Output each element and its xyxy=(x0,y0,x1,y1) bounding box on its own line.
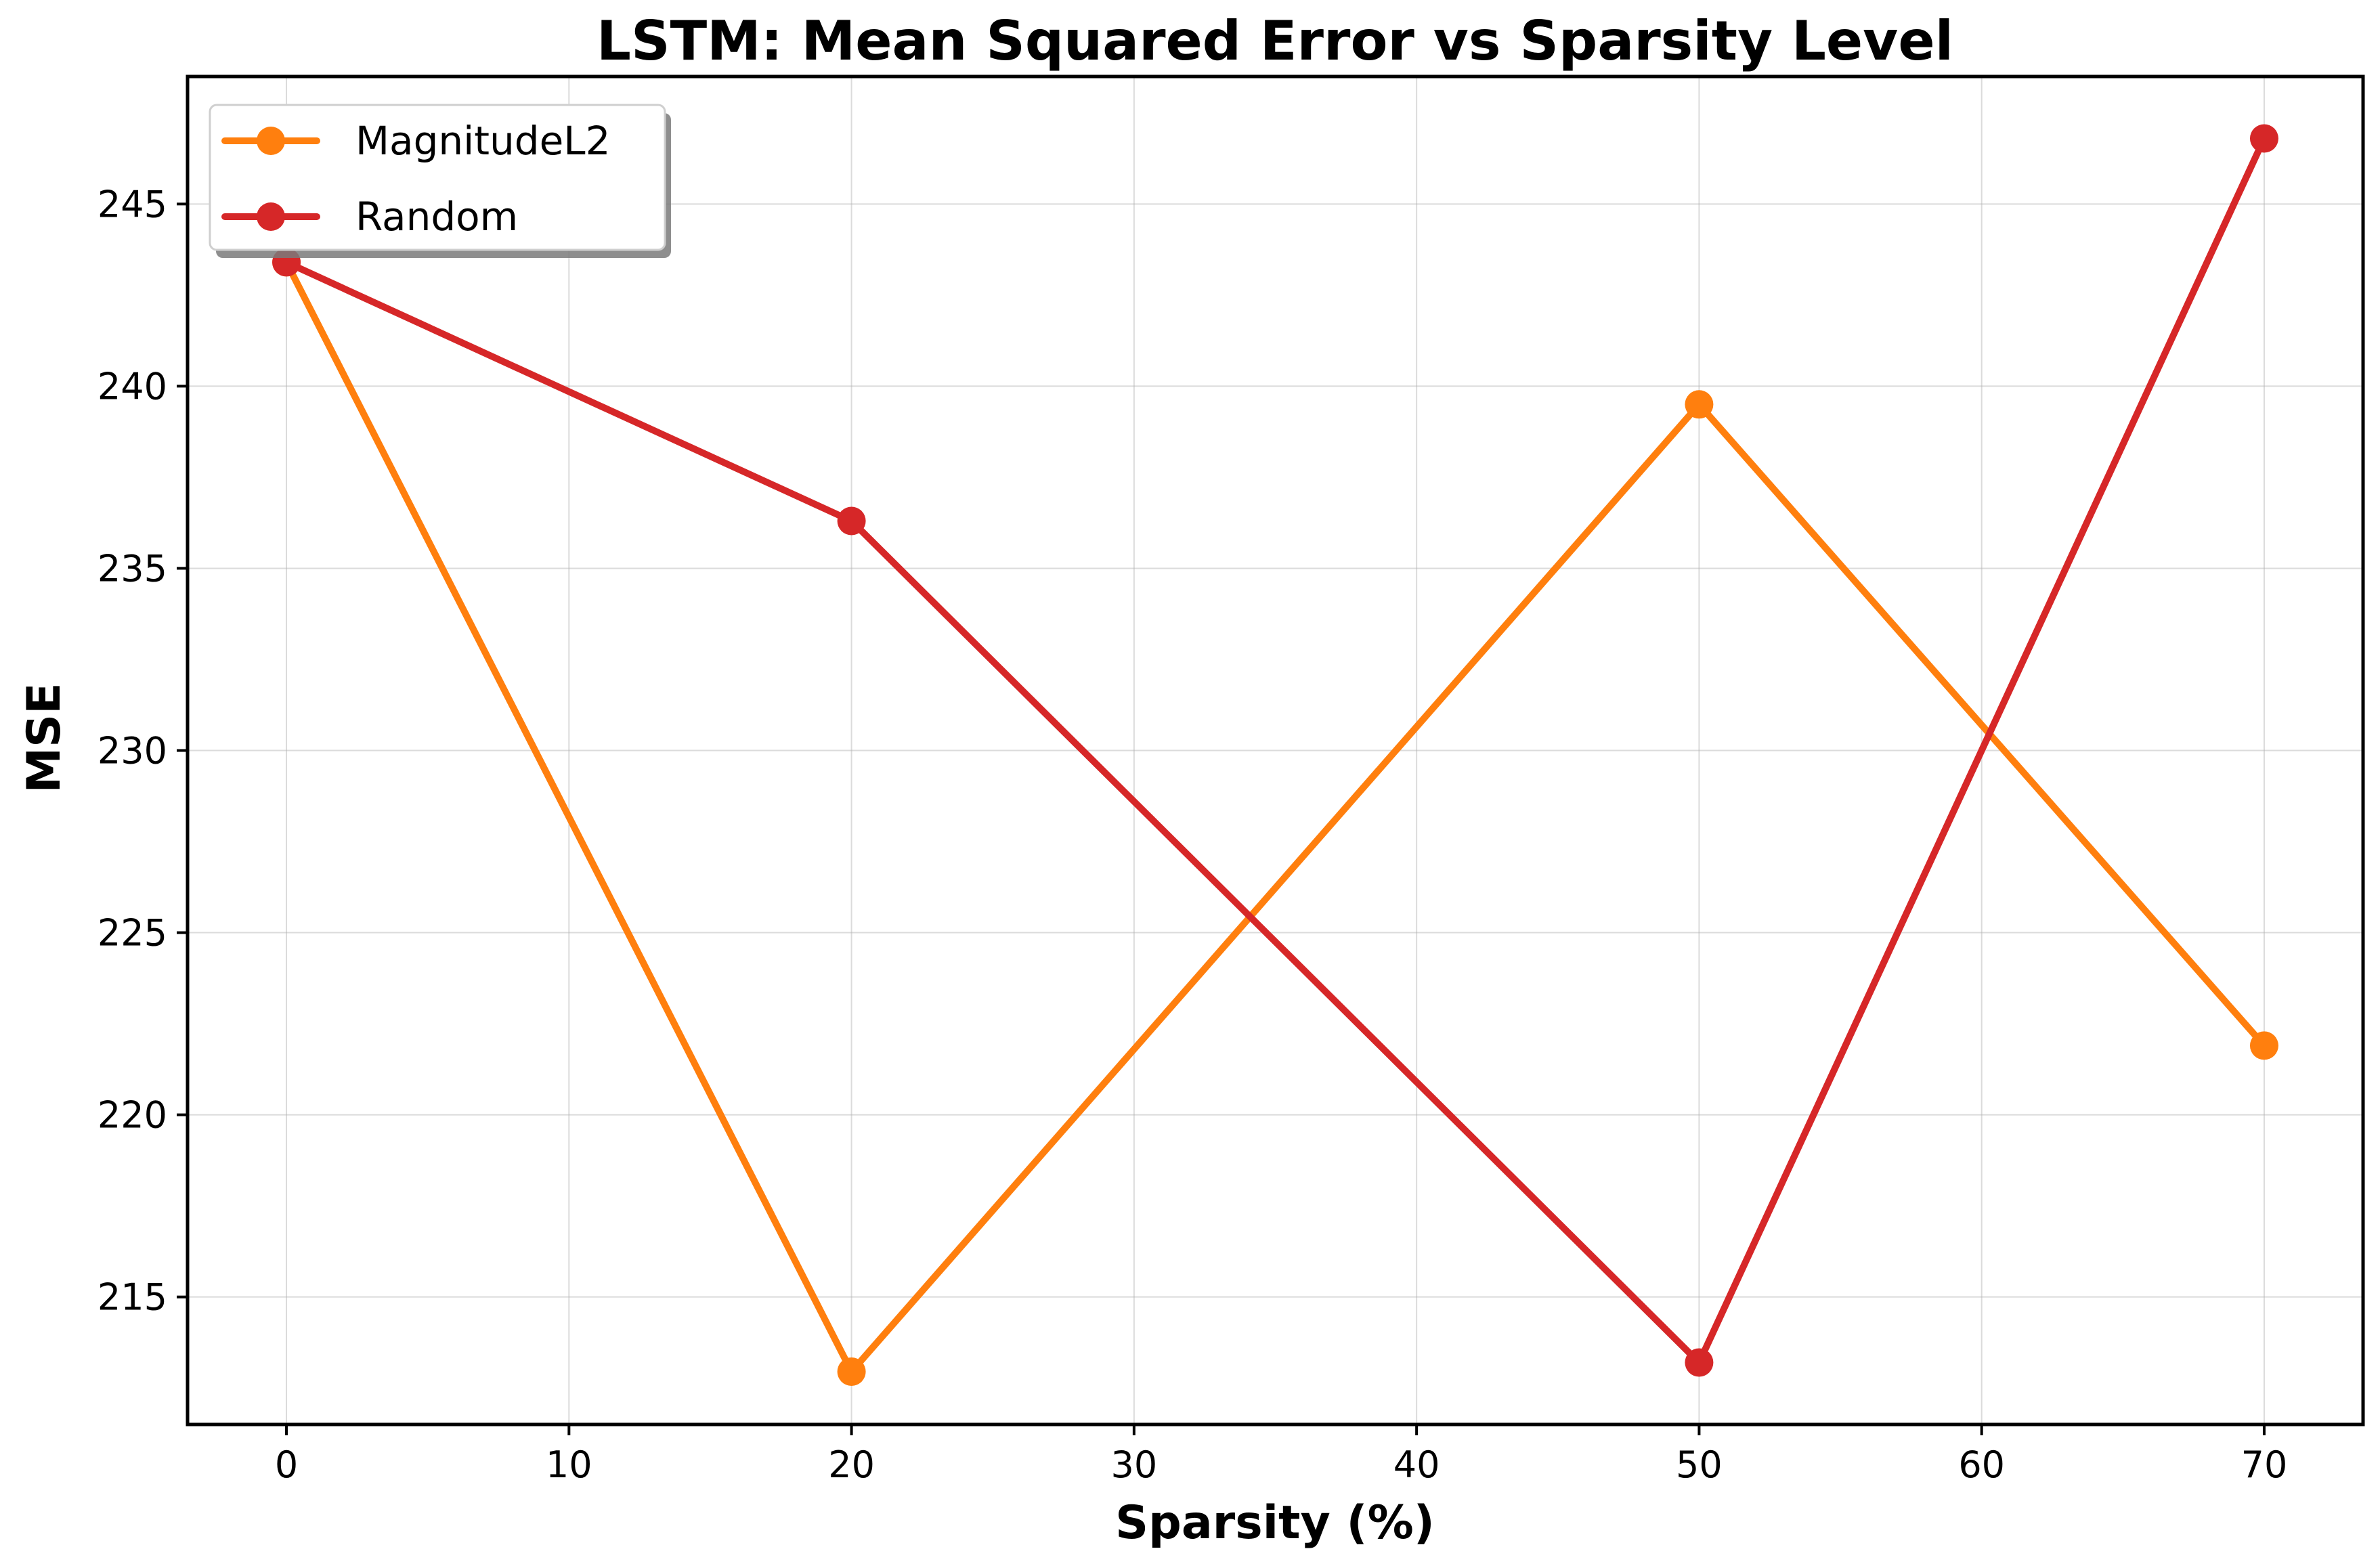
series-layer xyxy=(272,124,2278,1386)
legend-marker-random xyxy=(257,202,285,231)
y-tick-label: 245 xyxy=(98,183,167,225)
legend-label-random: Random xyxy=(355,194,518,240)
chart-title: LSTM: Mean Squared Error vs Sparsity Lev… xyxy=(597,9,1953,72)
data-point-magnitudel2 xyxy=(837,1357,866,1386)
y-axis-label: MSE xyxy=(18,682,71,793)
x-tick-label: 60 xyxy=(1958,1443,2005,1486)
x-tick-label: 70 xyxy=(2241,1443,2288,1486)
x-tick-label: 10 xyxy=(546,1443,592,1486)
x-tick-label: 50 xyxy=(1676,1443,1723,1486)
data-point-random xyxy=(837,506,866,536)
y-tick-label: 220 xyxy=(98,1094,167,1137)
legend-marker-magnitudel2 xyxy=(257,127,285,155)
y-tick-label: 230 xyxy=(98,730,167,772)
x-axis-label: Sparsity (%) xyxy=(1115,1496,1435,1550)
x-tick-label: 0 xyxy=(275,1443,298,1486)
x-tick-label: 20 xyxy=(828,1443,875,1486)
x-tick-label: 30 xyxy=(1111,1443,1158,1486)
x-tick-label: 40 xyxy=(1393,1443,1440,1486)
y-tick-label: 215 xyxy=(98,1276,167,1319)
y-tick-label: 225 xyxy=(98,912,167,955)
data-point-random xyxy=(2249,124,2278,153)
legend: MagnitudeL2 Random xyxy=(209,104,671,258)
data-point-magnitudel2 xyxy=(2249,1031,2278,1060)
data-point-magnitudel2 xyxy=(1685,390,1714,419)
series-line-random xyxy=(283,135,2268,1366)
legend-label-magnitudel2: MagnitudeL2 xyxy=(355,118,611,164)
series-line-magnitudel2 xyxy=(283,259,2268,1375)
grid xyxy=(188,77,2363,1424)
axis-ticks: 0 10 20 30 40 50 60 70 215 220 225 230 235 240 245 xyxy=(98,183,2287,1486)
y-tick-label: 240 xyxy=(98,365,167,408)
legend-box xyxy=(209,104,666,251)
data-point-random xyxy=(1685,1348,1714,1377)
y-tick-label: 235 xyxy=(98,547,167,590)
